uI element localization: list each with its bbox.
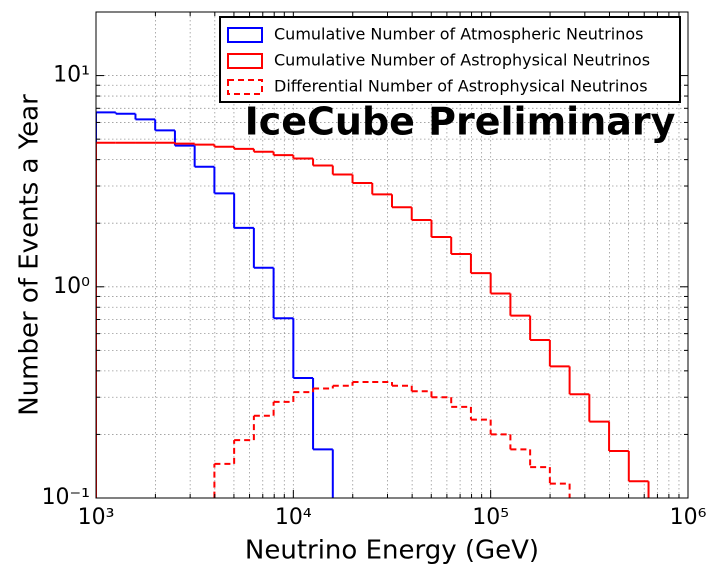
x-tick-label: 10⁵ (472, 505, 509, 530)
plot-frame (95, 11, 689, 499)
x-tick-label: 10⁴ (275, 505, 312, 530)
ticks: 10³ 10⁴ 10⁵ 10⁶ 10⁻¹ 10⁰ 10¹ (42, 12, 707, 530)
y-tick-label: 10⁻¹ (42, 485, 90, 510)
y-axis-label: Number of Events a Year (15, 94, 45, 416)
legend-swatch (227, 53, 263, 69)
legend-swatch (227, 79, 263, 95)
y-tick-label: 10¹ (53, 63, 90, 88)
x-tick-label: 10⁶ (670, 505, 707, 530)
legend-label: Cumulative Number of Atmospheric Neutrin… (274, 25, 643, 44)
legend-box (219, 16, 681, 103)
x-axis-label: Neutrino Energy (GeV) (245, 536, 539, 566)
x-tick-label: 10³ (78, 505, 115, 530)
y-tick-label: 10⁰ (53, 274, 90, 299)
annotation: IceCube Preliminary (245, 100, 676, 144)
legend-label: Cumulative Number of Astrophysical Neutr… (274, 51, 650, 70)
series-area (96, 111, 650, 498)
legend: Cumulative Number of Atmospheric Neutrin… (219, 16, 681, 103)
legend-label: Differential Number of Astrophysical Neu… (274, 77, 648, 96)
legend-swatch (227, 27, 263, 43)
